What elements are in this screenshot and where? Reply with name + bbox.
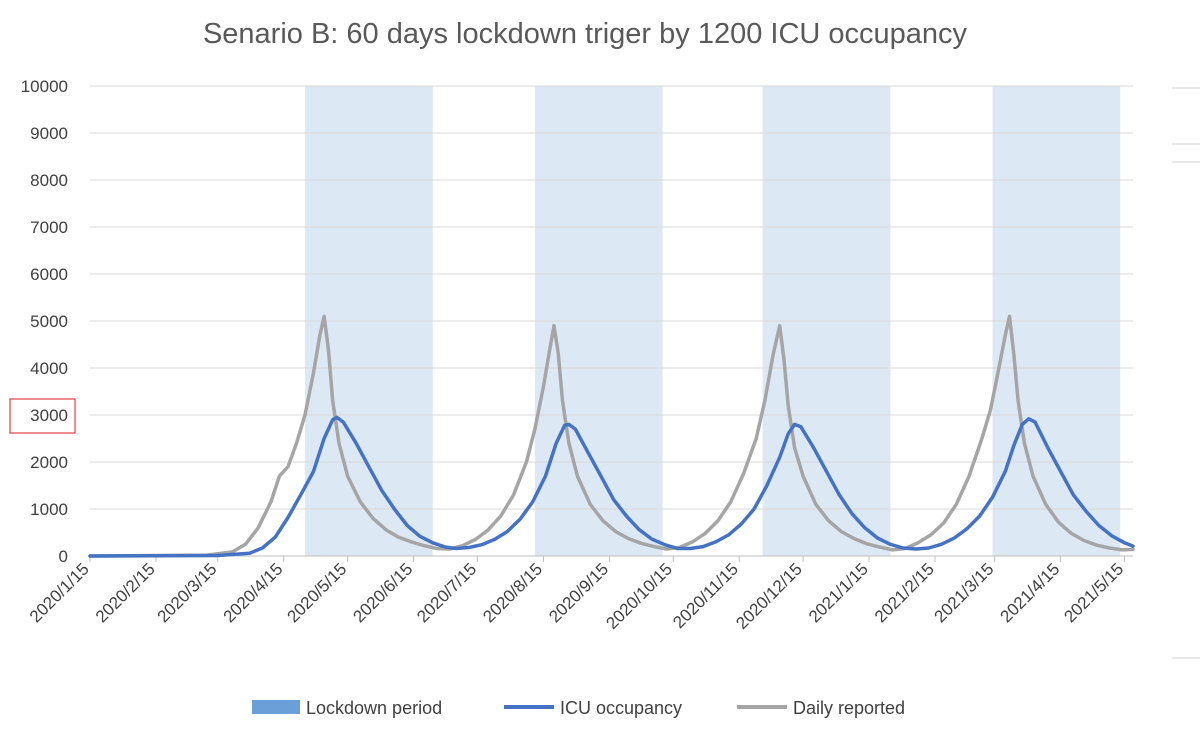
legend-label-lockdown: Lockdown period — [306, 698, 442, 718]
x-tick-label: 2020/11/15 — [669, 559, 742, 632]
x-tick-label: 2020/4/15 — [220, 559, 287, 626]
series-lines — [88, 314, 1135, 558]
x-tick-label: 2020/7/15 — [413, 559, 480, 626]
chart-title: Senario B: 60 days lockdown triger by 12… — [203, 18, 968, 50]
x-tick-label: 2021/3/15 — [931, 559, 998, 626]
x-tick-label: 2021/2/15 — [871, 559, 938, 626]
y-tick-label: 3000 — [30, 406, 68, 425]
legend-label-icu-occupancy: ICU occupancy — [560, 698, 682, 718]
legend-swatch-lockdown — [252, 700, 300, 714]
y-tick-label: 1000 — [30, 500, 68, 519]
x-tick-label: 2020/12/15 — [732, 559, 806, 633]
y-tick-label: 9000 — [30, 124, 68, 143]
x-tick-label: 2021/1/15 — [805, 559, 872, 626]
x-tick-label: 2020/9/15 — [545, 559, 612, 626]
x-tick-label: 2021/5/15 — [1060, 559, 1127, 626]
highlight-box — [9, 398, 76, 434]
series-line-icu-occupancy — [88, 415, 1135, 558]
x-tick-label: 2020/6/15 — [349, 559, 416, 626]
legend: Lockdown period ICU occupancy Daily report… — [252, 698, 905, 718]
y-tick-label: 7000 — [30, 218, 68, 237]
x-tick-label: 2020/1/15 — [26, 559, 93, 626]
y-tick-label: 2000 — [30, 453, 68, 472]
y-tick-label: 10000 — [21, 77, 68, 96]
y-tick-label: 5000 — [30, 312, 68, 331]
y-tick-label: 4000 — [30, 359, 68, 378]
y-axis-ticks: 0 1000 2000 3000 4000 5000 6000 7000 8000 9000 100… — [9, 77, 76, 566]
x-tick-label: 2020/10/15 — [602, 559, 676, 633]
y-tick-label: 6000 — [30, 265, 68, 284]
x-tick-label: 2020/3/15 — [154, 559, 221, 626]
x-tick-label: 2020/5/15 — [283, 559, 350, 626]
legend-label-daily-reported: Daily reported — [793, 698, 905, 718]
y-tick-label: 0 — [59, 547, 68, 566]
gridlines — [90, 85, 1133, 557]
series-line-daily-reported — [88, 314, 1135, 558]
x-tick-label: 2020/2/15 — [92, 559, 159, 626]
y-tick-label: 8000 — [30, 171, 68, 190]
x-tick-label: 2020/8/15 — [479, 559, 546, 626]
x-tick-label: 2021/4/15 — [997, 559, 1064, 626]
